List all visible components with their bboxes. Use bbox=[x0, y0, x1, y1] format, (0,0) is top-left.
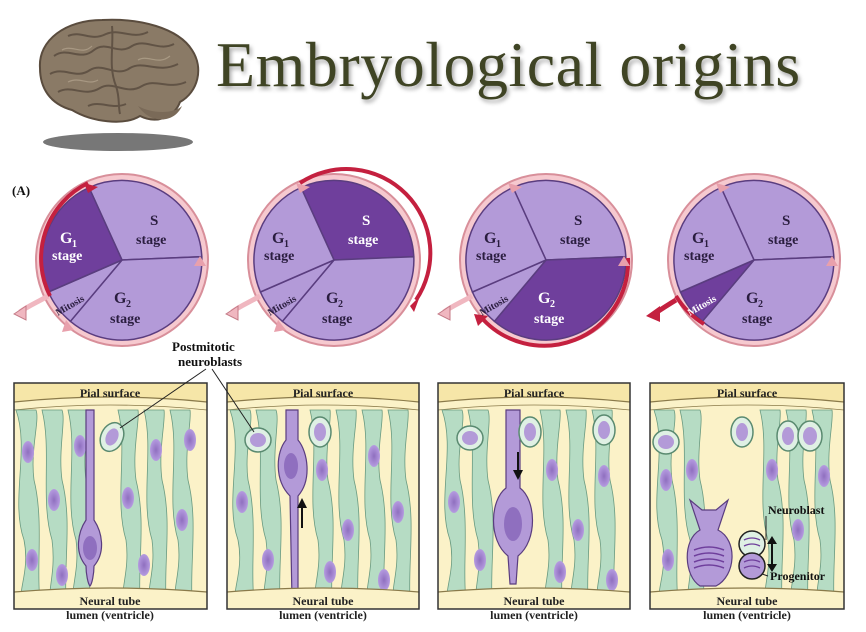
lumen-label-line1: Neural tube bbox=[717, 594, 779, 608]
g2-stage-label: stage bbox=[534, 312, 564, 327]
lumen-label-line1: Neural tube bbox=[504, 594, 566, 608]
lumen-label-line1: Neural tube bbox=[80, 594, 142, 608]
postmitotic-callout: Postmitotic neuroblasts bbox=[119, 339, 255, 433]
cycle-diagram-1: G 1 stage S stage G 2 stage Mitosis bbox=[13, 173, 209, 347]
g1-stage-label: stage bbox=[476, 249, 506, 264]
s-stage-label: stage bbox=[348, 233, 378, 248]
lumen-label-line2: lumen (ventricle) bbox=[703, 608, 791, 622]
progenitor-label: Progenitor bbox=[770, 569, 826, 583]
cycle-diagram-2: G 1 stage S stage G 2 stage Mitosis bbox=[225, 167, 433, 347]
s-label: S bbox=[574, 213, 582, 229]
lumen-label-line1: Neural tube bbox=[293, 594, 355, 608]
g1-stage-label: stage bbox=[264, 249, 294, 264]
pial-surface-label: Pial surface bbox=[80, 386, 141, 400]
s-label: S bbox=[362, 213, 370, 229]
s-label: S bbox=[782, 213, 790, 229]
g2-label: G bbox=[326, 290, 339, 307]
neuroblast-label: Neuroblast bbox=[768, 503, 824, 517]
s-stage-label: stage bbox=[768, 233, 798, 248]
g2-label: G bbox=[746, 290, 759, 307]
cycle-diagram-3: G 1 stage S stage G 2 stage Mitosis bbox=[437, 173, 633, 348]
g1-subscript: 1 bbox=[496, 239, 501, 250]
postmitotic-label-line2: neuroblasts bbox=[178, 354, 242, 369]
tissue-panel-4: Pial surface Neural tube lumen (ventricl… bbox=[649, 382, 845, 622]
g2-label: G bbox=[538, 290, 551, 307]
cycle-diagram-4: G 1 stage S stage G 2 stage Mitosis bbox=[646, 173, 841, 347]
g1-subscript: 1 bbox=[72, 239, 77, 250]
s-label: S bbox=[150, 213, 158, 229]
g1-stage-label: stage bbox=[684, 249, 714, 264]
tissue-panel-2: Pial surface Neural tube lumen (ventricl… bbox=[226, 382, 420, 622]
g1-subscript: 1 bbox=[284, 239, 289, 250]
g2-stage-label: stage bbox=[110, 312, 140, 327]
g1-label: G bbox=[484, 230, 497, 247]
g1-label: G bbox=[60, 230, 73, 247]
postmitotic-label-line1: Postmitotic bbox=[172, 339, 235, 354]
slide-header: Embryological origins bbox=[0, 0, 866, 170]
panel-label: (A) bbox=[12, 183, 31, 198]
brain-image bbox=[28, 6, 208, 156]
pial-surface-label: Pial surface bbox=[293, 386, 354, 400]
tissue-panel-1: Pial surface Neural tube lumen (ventricl… bbox=[13, 382, 208, 622]
lumen-label-line2: lumen (ventricle) bbox=[66, 608, 154, 622]
g1-label: G bbox=[272, 230, 285, 247]
pial-surface-label: Pial surface bbox=[504, 386, 565, 400]
g2-label: G bbox=[114, 290, 127, 307]
g2-subscript: 2 bbox=[126, 299, 131, 310]
g1-stage-label: stage bbox=[52, 249, 82, 264]
tissue-panel-3: Pial surface Neural tube lumen (ventricl… bbox=[437, 382, 631, 622]
g2-stage-label: stage bbox=[742, 312, 772, 327]
g2-subscript: 2 bbox=[550, 299, 555, 310]
s-stage-label: stage bbox=[560, 233, 590, 248]
g2-subscript: 2 bbox=[758, 299, 763, 310]
lumen-label-line2: lumen (ventricle) bbox=[490, 608, 578, 622]
pial-surface-label: Pial surface bbox=[717, 386, 778, 400]
s-stage-label: stage bbox=[136, 233, 166, 248]
g1-subscript: 1 bbox=[704, 239, 709, 250]
slide-title: Embryological origins bbox=[216, 29, 801, 100]
g1-label: G bbox=[692, 230, 705, 247]
g2-stage-label: stage bbox=[322, 312, 352, 327]
lumen-label-line2: lumen (ventricle) bbox=[279, 608, 367, 622]
g2-subscript: 2 bbox=[338, 299, 343, 310]
